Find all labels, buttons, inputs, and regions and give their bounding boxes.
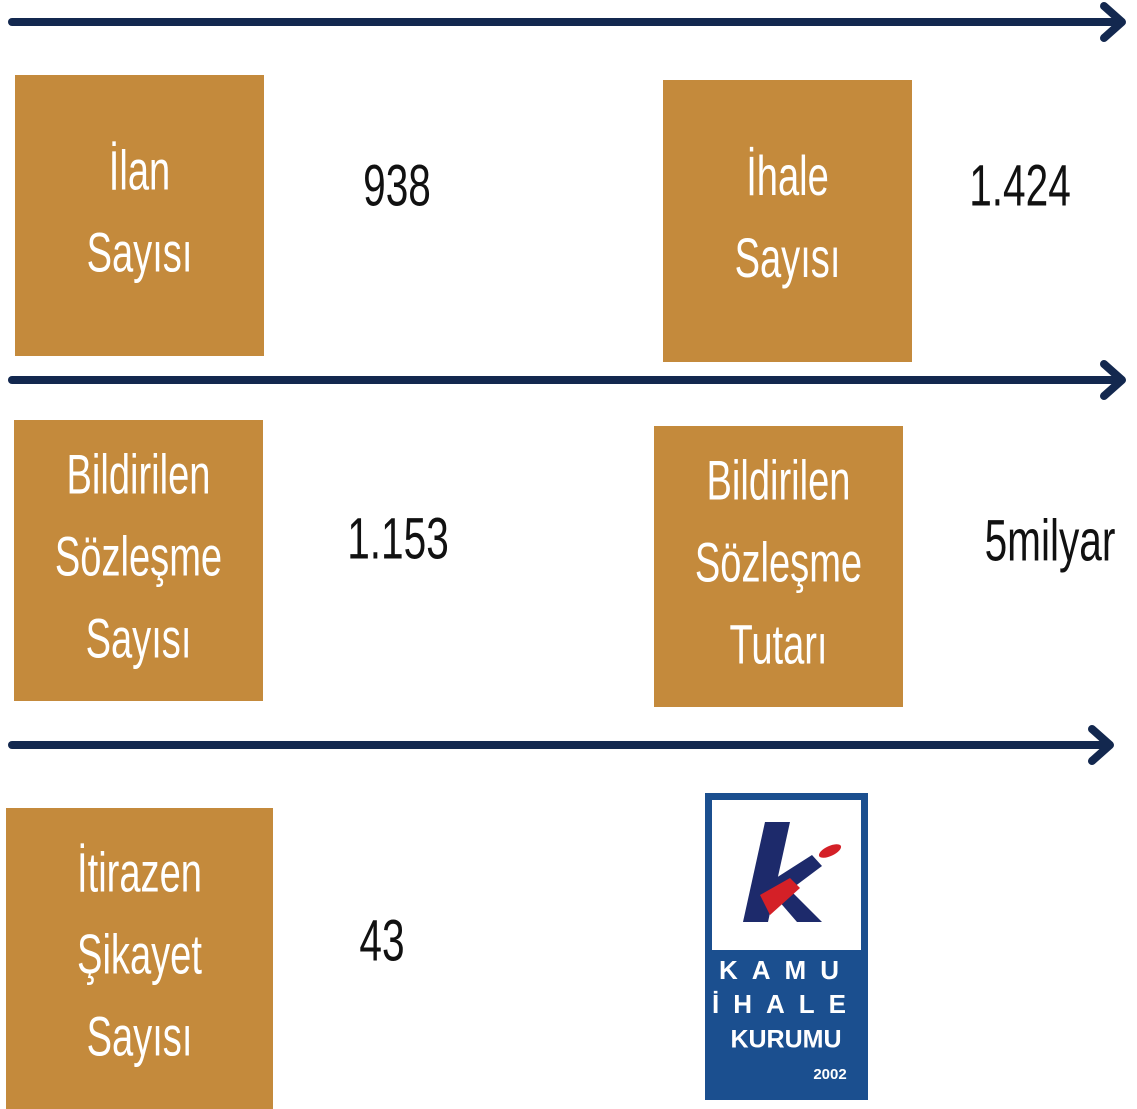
logo-k-stem: [743, 822, 790, 922]
arrows: [8, 2, 1126, 765]
card-label: Bildirilen: [707, 448, 851, 511]
card-label: Sözleşme: [695, 530, 862, 593]
card-label: Şikayet: [77, 922, 202, 985]
card-label: Sayısı: [87, 220, 193, 283]
arrow-head: [1100, 2, 1126, 42]
card-label: İlan: [109, 138, 170, 201]
card-label: İhale: [746, 144, 829, 207]
logo: [705, 793, 868, 1100]
card-value: 938: [363, 153, 431, 218]
card-label: Sayısı: [86, 606, 192, 669]
logo-text: KURUMU: [730, 1026, 841, 1054]
card-value: 43: [359, 908, 404, 973]
content: İlan Sayısı 938 İhale Sayısı 1.424 Bildirilen S…: [6, 75, 1115, 1109]
arrow-head: [1100, 360, 1126, 400]
card-label: Tutarı: [729, 612, 827, 675]
card-label: İtirazen: [77, 840, 202, 903]
card-value: 1.153: [347, 506, 449, 571]
card: [14, 420, 263, 701]
card-label: Bildirilen: [67, 442, 211, 505]
card-label: Sayısı: [735, 226, 841, 289]
logo-k-arm: [765, 855, 822, 922]
card-value: 5milyar: [985, 508, 1116, 573]
arrow-head: [1088, 725, 1114, 765]
logo-k-red: [760, 878, 800, 915]
logo-text: İHALE: [712, 989, 860, 1019]
card: [654, 426, 903, 707]
card-label: Sözleşme: [55, 524, 222, 587]
card-label: Sayısı: [87, 1004, 193, 1067]
card: [15, 75, 264, 356]
logo-year: 2002: [813, 1066, 846, 1083]
logo-dot: [818, 844, 842, 858]
card: [6, 808, 273, 1109]
card: [663, 80, 912, 362]
card-value: 1.424: [969, 153, 1071, 218]
logo-text: KAMU: [719, 955, 853, 985]
